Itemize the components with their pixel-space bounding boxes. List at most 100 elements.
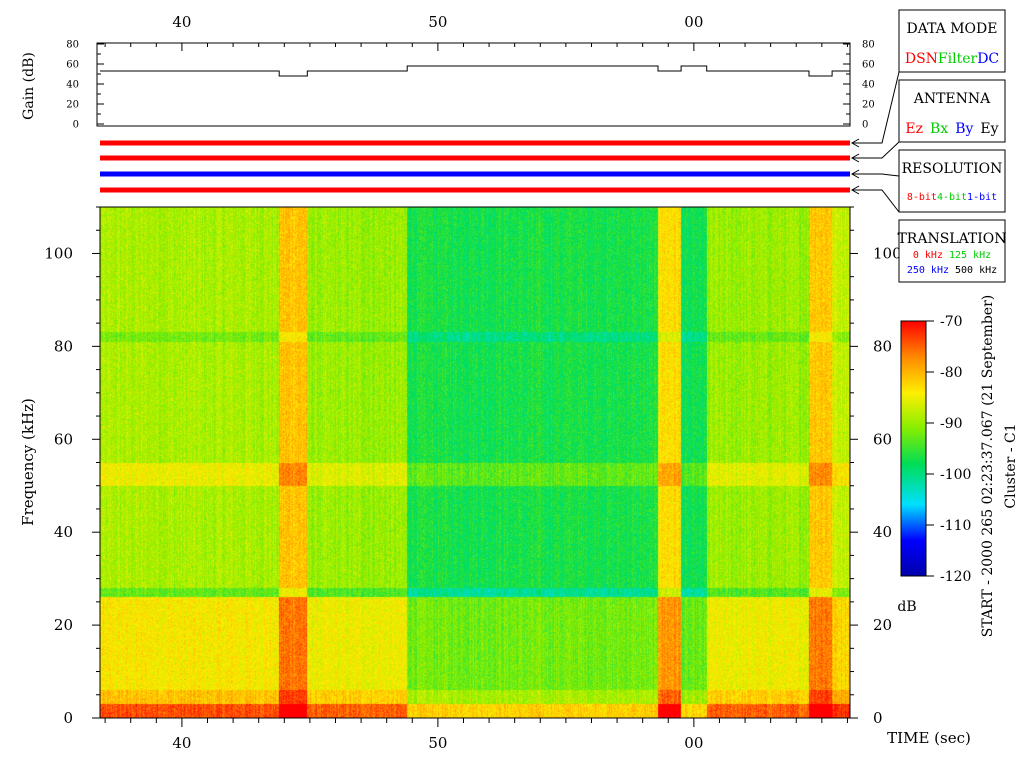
freq-tick-label-right: 40 — [873, 523, 892, 541]
gain-y-axis: 0 0 20 20 40 40 60 60 80 80 — [66, 40, 874, 131]
legend-translation-items-row2: 250 kHz 500 kHz — [907, 265, 997, 276]
colorbar-tick-label: -80 — [940, 365, 963, 381]
legend-connector — [852, 141, 900, 159]
mode-bar — [100, 187, 850, 193]
spectrogram-image — [100, 207, 850, 718]
legend-item-dsn: DSN — [905, 51, 938, 67]
spectrogram-image-holder — [100, 207, 850, 718]
legend-antenna-title: ANTENNA — [913, 91, 991, 107]
freq-tick-label-left: 20 — [54, 616, 73, 634]
freq-tick-label-left: 40 — [54, 523, 73, 541]
top-time-tick-label: 50 — [428, 13, 447, 31]
legend-arrowhead — [850, 185, 860, 195]
gain-y-axis-label: Gain (dB) — [21, 52, 37, 120]
gain-series-line — [100, 65, 850, 77]
mode-bar — [100, 140, 850, 146]
gain-tick-label-right: 20 — [862, 100, 875, 111]
spacecraft-label: Cluster - C1 — [1003, 423, 1019, 508]
time-axis-bottom: 40 50 00 — [104, 718, 848, 752]
time-tick-label: 00 — [684, 734, 703, 752]
colorbar-tick-label: -90 — [940, 416, 963, 432]
gain-tick-label-left: 80 — [66, 40, 79, 51]
legend-connector-arrows — [850, 71, 900, 213]
legend-item-500khz: 500 kHz — [955, 265, 997, 276]
top-time-tick-labels: 40 50 00 — [172, 13, 703, 31]
gain-tick-label-right: 60 — [862, 60, 875, 71]
colorbar-gradient — [900, 320, 927, 577]
gain-tick-label-left: 0 — [73, 120, 79, 131]
legend-connector — [852, 173, 900, 177]
legend-resolution-items: 8-bit4-bit1-bit — [907, 192, 997, 203]
top-time-tick-label: 00 — [684, 13, 703, 31]
legend-item-125khz: 125 kHz — [949, 250, 991, 261]
gain-tick-label-left: 40 — [66, 80, 79, 91]
legend-item-bx: Bx — [930, 121, 948, 137]
mode-bar — [100, 155, 850, 161]
colorbar-tick-label: -100 — [940, 467, 971, 483]
legend-translation-box — [898, 219, 1006, 283]
frequency-axis-label: Frequency (kHz) — [19, 398, 37, 526]
legend-data-mode-items: DSNFilterDC — [905, 51, 999, 67]
legend-resolution-title: RESOLUTION — [902, 161, 1003, 177]
gain-tick-label-left: 60 — [66, 60, 79, 71]
legend-antenna: ANTENNA Ez Bx By Ey — [898, 79, 1006, 143]
freq-tick-label-left: 100 — [44, 244, 73, 262]
freq-tick-label-left: 0 — [63, 709, 73, 727]
gain-frame — [96, 42, 851, 127]
spectrogram-panel: 0 20 40 60 80 100 0 20 40 60 80 100 40 50 00 Frequen… — [19, 206, 971, 752]
legend-item-1bit: 1-bit — [967, 192, 997, 203]
colorbar: -70 -80 -90 -100 -110 -120 dB — [897, 314, 971, 615]
legend-antenna-items: Ez Bx By Ey — [905, 121, 998, 137]
legend-translation-title: TRANSLATION — [897, 231, 1006, 247]
colorbar-tick-label: -70 — [940, 314, 963, 330]
gain-tick-label-right: 80 — [862, 40, 875, 51]
freq-tick-label-right: 100 — [873, 244, 902, 262]
freq-tick-label-right: 60 — [873, 430, 892, 448]
colorbar-tick-label: -110 — [940, 518, 971, 534]
legend-item-by: By — [955, 121, 973, 137]
legend-item-dc: DC — [977, 51, 999, 67]
mode-bar — [100, 171, 850, 177]
legend-resolution-box — [898, 149, 1006, 213]
legend-item-4bit: 4-bit — [937, 192, 967, 203]
gain-tick-label-right: 0 — [862, 120, 868, 131]
freq-tick-label-left: 60 — [54, 430, 73, 448]
colorbar-unit-label: dB — [897, 599, 916, 615]
freq-tick-label-left: 80 — [54, 337, 73, 355]
legend-data-mode-title: DATA MODE — [907, 21, 998, 37]
legend-item-filter: Filter — [938, 51, 978, 67]
legend-connector — [852, 189, 900, 213]
legend-item-8bit: 8-bit — [907, 192, 937, 203]
start-time-label: START - 2000 265 02:23:37.067 (21 Septem… — [980, 295, 996, 637]
freq-tick-label-right: 20 — [873, 616, 892, 634]
legend-translation-items-row1: 0 kHz 125 kHz — [913, 250, 991, 261]
freq-tick-label-right: 80 — [873, 337, 892, 355]
time-tick-label: 40 — [172, 734, 191, 752]
legend-item-ey: Ey — [980, 121, 998, 137]
mode-bars — [100, 140, 850, 193]
frequency-axis-right: 0 20 40 60 80 100 — [850, 206, 902, 727]
legend-data-mode: DATA MODE DSNFilterDC — [898, 9, 1006, 73]
legend-antenna-box — [898, 79, 1006, 143]
freq-tick-label-right: 0 — [873, 709, 883, 727]
legend-resolution: RESOLUTION 8-bit4-bit1-bit — [898, 149, 1006, 213]
legend-item-250khz: 250 kHz — [907, 265, 949, 276]
colorbar-tick-label: -120 — [940, 569, 971, 585]
time-tick-label: 50 — [428, 734, 447, 752]
time-axis-label: TIME (sec) — [887, 729, 971, 747]
colorbar-ticks: -70 -80 -90 -100 -110 -120 — [926, 314, 971, 585]
legend-item-0khz: 0 kHz — [913, 250, 943, 261]
legend-translation: TRANSLATION 0 kHz 125 kHz 250 kHz 500 kHz — [897, 219, 1007, 283]
gain-x-axis — [104, 43, 848, 51]
gain-tick-label-right: 40 — [862, 80, 875, 91]
legend-arrowhead — [850, 138, 860, 148]
gain-tick-label-left: 20 — [66, 100, 79, 111]
legend-data-mode-box — [898, 9, 1006, 73]
legend-item-ez: Ez — [905, 121, 923, 137]
frequency-axis-left: 0 20 40 60 80 100 — [44, 206, 100, 727]
legend-arrowhead — [850, 169, 860, 179]
legend-arrowhead — [850, 153, 860, 163]
